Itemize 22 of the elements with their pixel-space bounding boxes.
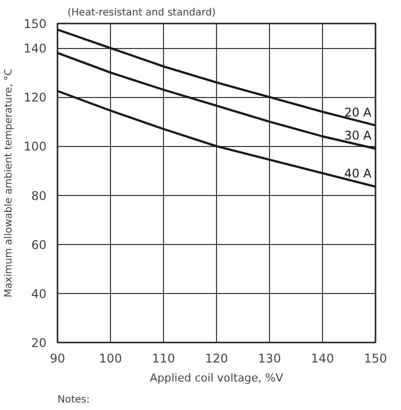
series-label: 40 A xyxy=(344,166,372,181)
chart-title: (Heat-resistant and standard) xyxy=(68,8,216,18)
y-tick-label: 150 xyxy=(24,17,46,31)
x-axis-title: Applied coil voltage, %V xyxy=(150,372,284,384)
x-tick-label: 110 xyxy=(152,352,175,366)
x-tick-label: 130 xyxy=(258,352,281,366)
x-tick-label: 90 xyxy=(50,352,66,366)
y-tick-label: 80 xyxy=(31,188,47,203)
series-label: 20 A xyxy=(344,105,372,120)
y-tick-label: 40 xyxy=(31,286,47,301)
y-tick-label: 100 xyxy=(24,140,46,154)
y-tick-label: 140 xyxy=(24,42,46,56)
text: Notes: xyxy=(58,394,90,406)
x-tick-label: 100 xyxy=(99,352,122,366)
x-tick-label: 120 xyxy=(205,352,228,366)
y-tick-label: 20 xyxy=(31,336,47,350)
series-label: 30 A xyxy=(344,128,372,143)
x-tick-label: 150 xyxy=(364,352,387,366)
x-tick-label: 140 xyxy=(311,352,334,366)
y-axis-title: Maximum allowable ambient temperature, °C xyxy=(4,68,15,298)
y-tick-label: 120 xyxy=(24,90,46,105)
y-tick-label: 60 xyxy=(31,238,47,252)
